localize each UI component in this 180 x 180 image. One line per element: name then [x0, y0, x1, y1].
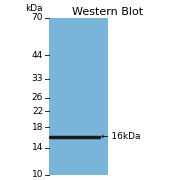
Text: ← 16kDa: ← 16kDa — [101, 132, 140, 141]
Text: kDa: kDa — [26, 4, 43, 13]
Text: 22: 22 — [32, 107, 43, 116]
Text: 10: 10 — [32, 170, 43, 179]
Text: 33: 33 — [32, 74, 43, 83]
Text: Western Blot: Western Blot — [72, 7, 144, 17]
Text: 70: 70 — [32, 14, 43, 22]
Text: 14: 14 — [32, 143, 43, 152]
Text: 44: 44 — [32, 51, 43, 60]
Bar — [49, 18, 108, 175]
Text: 26: 26 — [32, 93, 43, 102]
Text: 18: 18 — [32, 123, 43, 132]
